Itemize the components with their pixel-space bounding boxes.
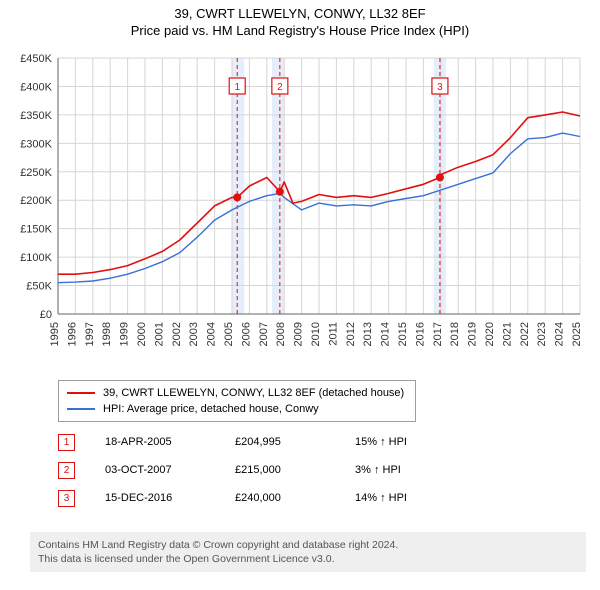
sale-price: £215,000 <box>235 464 355 476</box>
svg-text:£300K: £300K <box>20 138 52 150</box>
svg-text:£250K: £250K <box>20 167 52 179</box>
svg-text:2004: 2004 <box>206 322 218 346</box>
sale-date: 15-DEC-2016 <box>105 492 235 504</box>
legend-swatch-property <box>67 392 95 394</box>
svg-text:2000: 2000 <box>136 322 148 346</box>
sale-marker-2: 2 <box>58 462 75 479</box>
svg-text:2025: 2025 <box>571 322 583 346</box>
svg-text:2018: 2018 <box>449 322 461 346</box>
svg-text:2016: 2016 <box>414 322 426 346</box>
svg-text:£100K: £100K <box>20 252 52 264</box>
legend-swatch-hpi <box>67 408 95 410</box>
svg-text:2003: 2003 <box>188 322 200 346</box>
svg-text:3: 3 <box>437 82 443 93</box>
svg-text:1996: 1996 <box>66 322 78 346</box>
svg-text:2023: 2023 <box>536 322 548 346</box>
table-row: 2 03-OCT-2007 £215,000 3% ↑ HPI <box>58 456 465 484</box>
sale-pct: 3% ↑ HPI <box>355 464 465 476</box>
svg-text:2020: 2020 <box>484 322 496 346</box>
svg-text:1997: 1997 <box>84 322 96 346</box>
svg-text:2017: 2017 <box>432 322 444 346</box>
sale-date: 18-APR-2005 <box>105 436 235 448</box>
svg-text:2011: 2011 <box>327 322 339 346</box>
svg-text:2019: 2019 <box>467 322 479 346</box>
sale-marker-3: 3 <box>58 490 75 507</box>
sale-price: £240,000 <box>235 492 355 504</box>
svg-text:£200K: £200K <box>20 195 52 207</box>
sales-table: 1 18-APR-2005 £204,995 15% ↑ HPI 2 03-OC… <box>58 428 465 512</box>
svg-text:£350K: £350K <box>20 110 52 122</box>
sale-price: £204,995 <box>235 436 355 448</box>
svg-text:£400K: £400K <box>20 81 52 93</box>
footer-line-1: Contains HM Land Registry data © Crown c… <box>38 538 578 552</box>
chart-svg: £0 £50K £100K £150K £200K £250K £300K £350K £400… <box>10 46 590 366</box>
table-row: 3 15-DEC-2016 £240,000 14% ↑ HPI <box>58 484 465 512</box>
svg-text:2015: 2015 <box>397 322 409 346</box>
svg-text:2: 2 <box>277 82 283 93</box>
page-title: 39, CWRT LLEWELYN, CONWY, LL32 8EF <box>0 0 600 21</box>
sale-marker-1: 1 <box>58 434 75 451</box>
svg-text:2010: 2010 <box>310 322 322 346</box>
footer-line-2: This data is licensed under the Open Gov… <box>38 552 578 566</box>
svg-text:1995: 1995 <box>49 322 61 346</box>
svg-text:2009: 2009 <box>293 322 305 346</box>
legend-label-hpi: HPI: Average price, detached house, Conw… <box>103 403 319 415</box>
svg-text:2012: 2012 <box>345 322 357 346</box>
svg-text:1999: 1999 <box>119 322 131 346</box>
svg-text:2007: 2007 <box>258 322 270 346</box>
svg-text:2022: 2022 <box>519 322 531 346</box>
legend-row-property: 39, CWRT LLEWELYN, CONWY, LL32 8EF (deta… <box>67 385 407 401</box>
svg-text:£150K: £150K <box>20 224 52 236</box>
svg-text:1: 1 <box>234 82 240 93</box>
svg-text:2014: 2014 <box>380 322 392 346</box>
page-subtitle: Price paid vs. HM Land Registry's House … <box>0 21 600 42</box>
footer-note: Contains HM Land Registry data © Crown c… <box>30 532 586 572</box>
sale-date: 03-OCT-2007 <box>105 464 235 476</box>
legend-label-property: 39, CWRT LLEWELYN, CONWY, LL32 8EF (deta… <box>103 387 404 399</box>
svg-text:2021: 2021 <box>501 322 513 346</box>
svg-text:2001: 2001 <box>153 322 165 346</box>
legend-row-hpi: HPI: Average price, detached house, Conw… <box>67 401 407 417</box>
sale-pct: 14% ↑ HPI <box>355 492 465 504</box>
table-row: 1 18-APR-2005 £204,995 15% ↑ HPI <box>58 428 465 456</box>
svg-text:1998: 1998 <box>101 322 113 346</box>
svg-text:2002: 2002 <box>171 322 183 346</box>
svg-text:£50K: £50K <box>26 281 52 293</box>
svg-text:£0: £0 <box>40 309 52 321</box>
svg-text:2005: 2005 <box>223 322 235 346</box>
svg-text:£450K: £450K <box>20 53 52 65</box>
sale-pct: 15% ↑ HPI <box>355 436 465 448</box>
svg-text:2013: 2013 <box>362 322 374 346</box>
legend: 39, CWRT LLEWELYN, CONWY, LL32 8EF (deta… <box>58 380 416 422</box>
chart-area: £0 £50K £100K £150K £200K £250K £300K £350K £400… <box>10 46 590 366</box>
svg-text:2008: 2008 <box>275 322 287 346</box>
svg-text:2024: 2024 <box>554 322 566 346</box>
svg-text:2006: 2006 <box>240 322 252 346</box>
